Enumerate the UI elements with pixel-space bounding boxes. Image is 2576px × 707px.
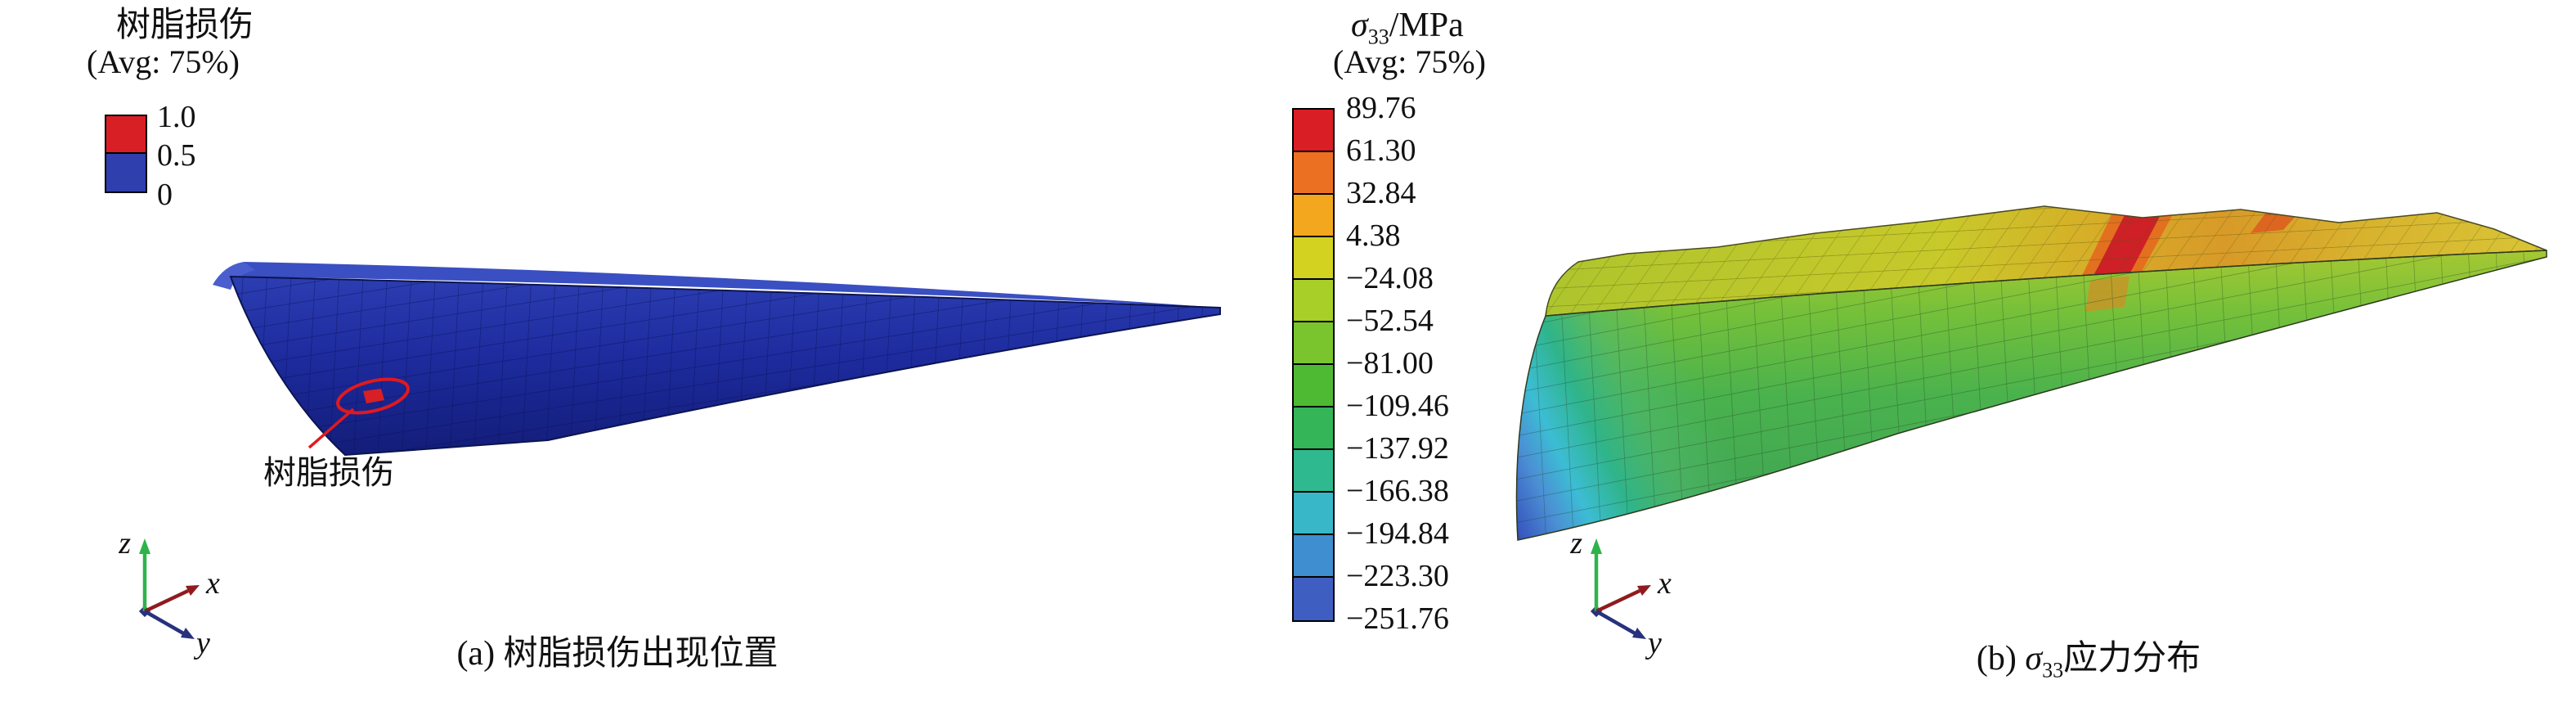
colorbar-band (1294, 195, 1333, 237)
colorbar-band (1294, 322, 1333, 365)
z-axis-label: z (1569, 526, 1582, 561)
y-axis-arrow (1595, 610, 1638, 636)
colorbar-tick: −223.30 (1346, 559, 1449, 593)
colorbar-tick: 0.5 (157, 138, 196, 173)
colorbar-tick: −109.46 (1346, 389, 1449, 423)
z-axis-arrowhead (139, 538, 150, 554)
colorbar-band (1294, 237, 1333, 280)
z-axis-arrowhead (1591, 538, 1602, 554)
caption-b-suffix: 应力分布 (2063, 640, 2201, 678)
z-axis-label: z (118, 526, 131, 561)
colorbar-tick: −52.54 (1346, 304, 1434, 338)
y-axis-label: y (193, 626, 210, 660)
sigma-symbol: σ (2025, 640, 2043, 678)
axis-triad: z x y (1569, 526, 1672, 660)
resin-damage-fea-model (213, 262, 1221, 457)
model-a-mesh-overlay (231, 277, 1220, 455)
colorbar-tick: −166.38 (1346, 474, 1449, 508)
colorbar-tick: 61.30 (1346, 133, 1416, 168)
damage-highlight-ellipse (336, 377, 410, 415)
model-b-front-outline (1515, 250, 2547, 541)
colorbar-band (1294, 450, 1333, 493)
caption-b-prefix: (b) (1976, 640, 2026, 678)
colorbar-tick: 0 (157, 178, 173, 212)
colorbar-tick: −24.08 (1346, 261, 1434, 295)
damage-annotation: 树脂损伤 (263, 454, 394, 491)
colorbar-tick: −251.76 (1346, 601, 1449, 636)
caption-b: (b) σ33应力分布 (1843, 640, 2334, 682)
colorbar-band (1294, 152, 1333, 195)
colorbar-band (1294, 493, 1333, 535)
model-b-top-mesh (1546, 206, 2547, 316)
caption-a: (a) 树脂损伤出现位置 (456, 635, 779, 673)
y-axis-arrow (143, 610, 186, 636)
x-axis-arrowhead (1637, 585, 1651, 596)
colorbar-band-red (106, 116, 146, 154)
x-axis-label: x (205, 566, 220, 601)
axis-triad: z x y (118, 526, 220, 660)
sigma-symbol: σ (1351, 7, 1368, 44)
colorbar-band (1294, 535, 1333, 578)
colorbar-tick: 32.84 (1346, 176, 1416, 210)
panel-b-colorbar (1292, 108, 1335, 622)
panel-a-colorbar (105, 115, 147, 193)
x-axis-arrow (1595, 588, 1640, 614)
colorbar-band (1294, 408, 1333, 450)
y-axis-arrowhead (1632, 628, 1646, 639)
y-axis-label: y (1645, 626, 1662, 660)
colorbar-tick: 89.76 (1346, 91, 1416, 125)
sigma-subscript: 33 (2042, 658, 2064, 682)
model-a-left-flange (213, 262, 255, 290)
damage-leader-line (307, 408, 355, 449)
colorbar-tick: −194.84 (1346, 516, 1449, 551)
panel-a-legend-title: 树脂损伤 (116, 7, 254, 44)
panel-b-legend-title: σ33/MPa (1351, 7, 1464, 49)
panel-b-legend-avg: (Avg: 75%) (1333, 43, 1486, 80)
colorbar-band-blue (106, 154, 146, 191)
colorbar-band (1294, 365, 1333, 408)
colorbar-band (1294, 280, 1333, 322)
colorbar-tick: −137.92 (1346, 431, 1449, 466)
colorbar-band (1294, 578, 1333, 620)
model-a-top-surface (231, 262, 1220, 308)
colorbar-tick: −81.00 (1346, 346, 1434, 381)
x-axis-label: x (1657, 566, 1672, 601)
stress-fea-model (1515, 205, 2547, 541)
colorbar-tick: 1.0 (157, 100, 196, 134)
sigma-subscript: 33 (1367, 25, 1389, 49)
colorbar-tick: 4.38 (1346, 218, 1401, 253)
x-axis-arrowhead (186, 585, 200, 596)
damage-spot (363, 389, 384, 403)
y-axis-arrowhead (181, 628, 195, 639)
legend-unit: /MPa (1389, 7, 1464, 44)
x-axis-arrow (144, 588, 189, 614)
panel-a-legend-avg: (Avg: 75%) (87, 43, 240, 80)
model-a-outline (229, 275, 1221, 457)
colorbar-band (1294, 110, 1333, 152)
